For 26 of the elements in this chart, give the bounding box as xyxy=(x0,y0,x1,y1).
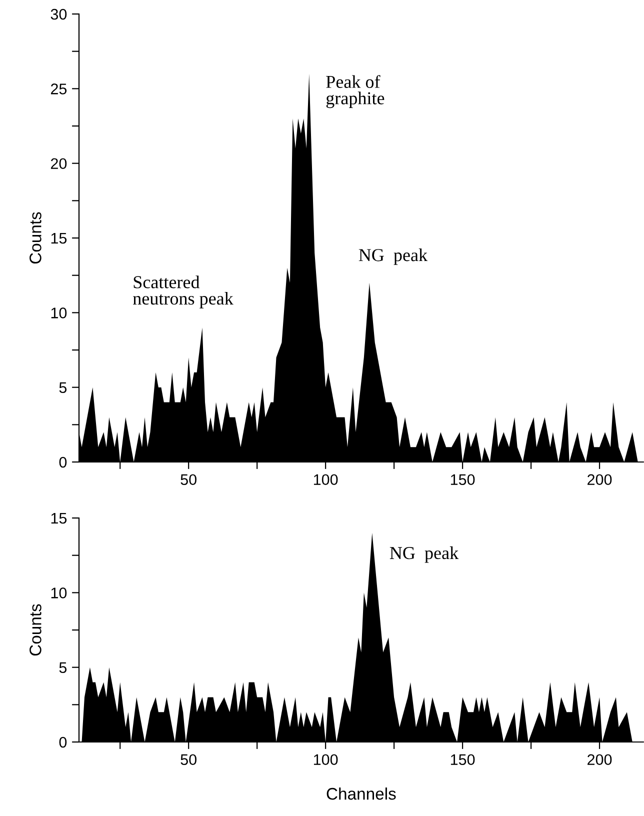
y-tick-label: 5 xyxy=(59,662,67,674)
y-axis-title: Counts xyxy=(30,604,42,656)
y-tick-label: 15 xyxy=(51,233,67,244)
y-tick-label: 10 xyxy=(51,308,67,318)
x-tick-label: 200 xyxy=(588,754,612,766)
x-tick-label: 50 xyxy=(180,474,196,486)
annotation: Scattered neutrons peak xyxy=(133,276,234,308)
x-tick-label: 100 xyxy=(314,474,338,486)
y-tick-label: 20 xyxy=(50,158,67,170)
y-tick-label: 30 xyxy=(50,8,67,20)
x-tick-label: 50 xyxy=(180,754,196,766)
y-tick-label: 10 xyxy=(51,588,67,598)
x-tick-label: 200 xyxy=(588,474,612,486)
y-tick-label: 0 xyxy=(59,456,67,468)
x-tick-label: 100 xyxy=(314,754,338,766)
x-tick-label: 150 xyxy=(450,754,475,766)
x-axis-title: Channels xyxy=(326,787,396,800)
y-axis-title: Counts xyxy=(30,212,42,264)
y-tick-label: 5 xyxy=(59,382,67,394)
y-tick-label: 0 xyxy=(59,736,67,748)
x-tick-label: 150 xyxy=(450,474,475,486)
annotation: Peak of graphite xyxy=(326,75,384,108)
y-tick-label: 15 xyxy=(51,513,67,524)
annotation: NG peak xyxy=(358,248,428,265)
annotation: NG peak xyxy=(390,546,459,563)
y-tick-label: 25 xyxy=(50,84,67,94)
